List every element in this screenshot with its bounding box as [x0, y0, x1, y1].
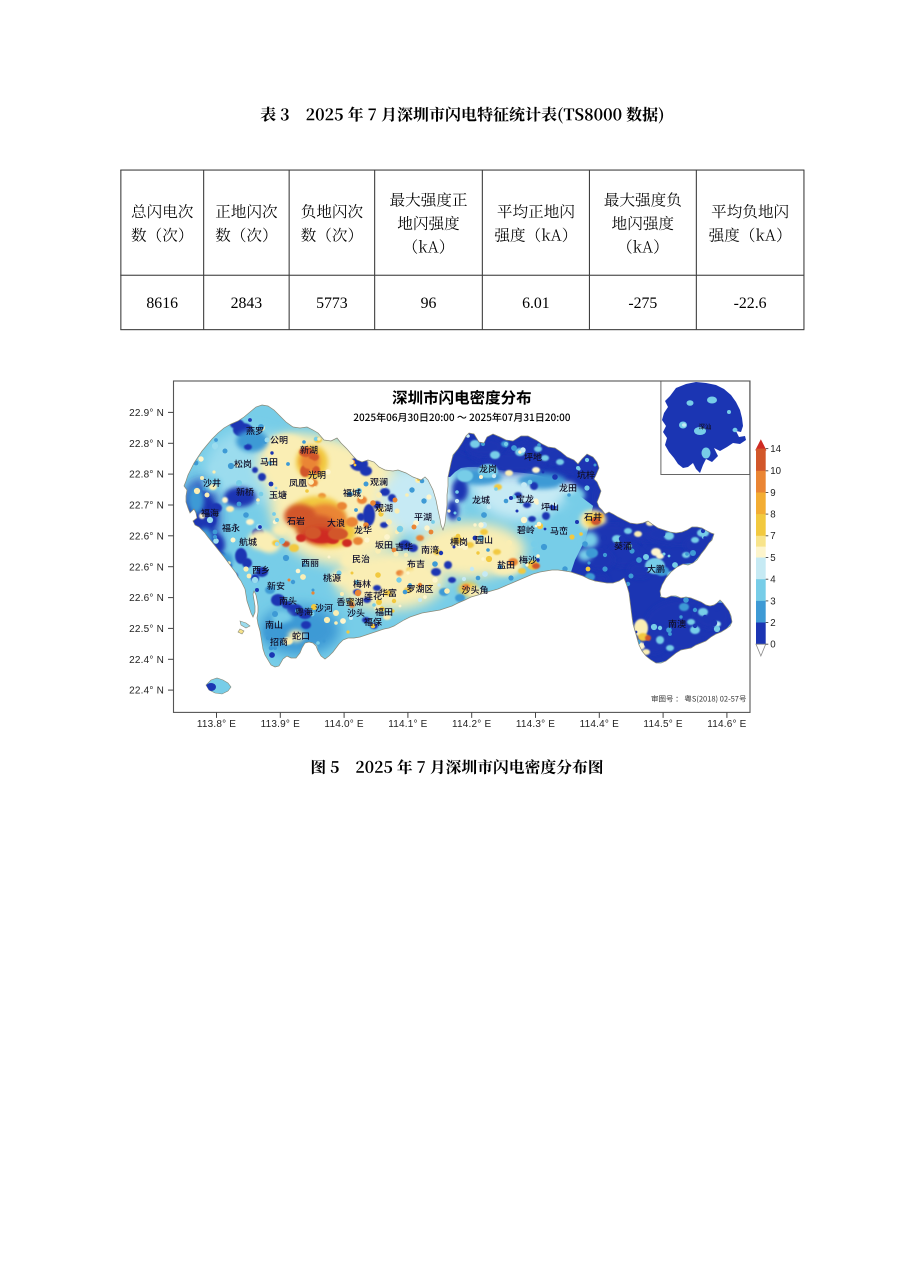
- svg-text:22.7° N: 22.7° N: [129, 501, 164, 512]
- svg-text:22.6° N: 22.6° N: [129, 593, 164, 604]
- svg-text:22.6° N: 22.6° N: [129, 562, 164, 573]
- svg-text:8: 8: [770, 510, 775, 521]
- svg-text:3: 3: [770, 596, 775, 607]
- svg-text:-275: -275: [628, 295, 657, 312]
- svg-text:22.4° N: 22.4° N: [129, 655, 164, 666]
- svg-text:114.3° E: 114.3° E: [516, 719, 555, 730]
- svg-text:114.2° E: 114.2° E: [452, 719, 491, 730]
- svg-text:14: 14: [770, 444, 781, 455]
- svg-text:0: 0: [770, 640, 776, 651]
- svg-text:22.6° N: 22.6° N: [129, 531, 164, 542]
- svg-text:22.5° N: 22.5° N: [129, 624, 164, 635]
- svg-text:10: 10: [770, 466, 781, 477]
- svg-text:9: 9: [770, 488, 775, 499]
- svg-text:5: 5: [770, 553, 775, 564]
- svg-text:2843: 2843: [231, 295, 263, 312]
- svg-text:22.9° N: 22.9° N: [129, 408, 164, 419]
- svg-text:114.6° E: 114.6° E: [707, 719, 746, 730]
- svg-text:22.8° N: 22.8° N: [129, 439, 164, 450]
- svg-text:22.4° N: 22.4° N: [129, 686, 164, 697]
- svg-text:7: 7: [770, 531, 775, 542]
- svg-text:114.5° E: 114.5° E: [643, 719, 682, 730]
- svg-text:114.1° E: 114.1° E: [388, 719, 427, 730]
- svg-text:114.0° E: 114.0° E: [324, 719, 363, 730]
- svg-text:114.4° E: 114.4° E: [580, 719, 619, 730]
- svg-text:6.01: 6.01: [522, 295, 550, 312]
- svg-text:113.9° E: 113.9° E: [261, 719, 300, 730]
- svg-text:113.8° E: 113.8° E: [197, 719, 236, 730]
- svg-text:22.8° N: 22.8° N: [129, 470, 164, 481]
- svg-text:-22.6: -22.6: [734, 295, 767, 312]
- svg-text:96: 96: [421, 295, 437, 312]
- svg-text:4: 4: [770, 575, 776, 586]
- svg-text:5773: 5773: [316, 295, 348, 312]
- svg-text:2: 2: [770, 618, 775, 629]
- svg-text:8616: 8616: [146, 295, 178, 312]
